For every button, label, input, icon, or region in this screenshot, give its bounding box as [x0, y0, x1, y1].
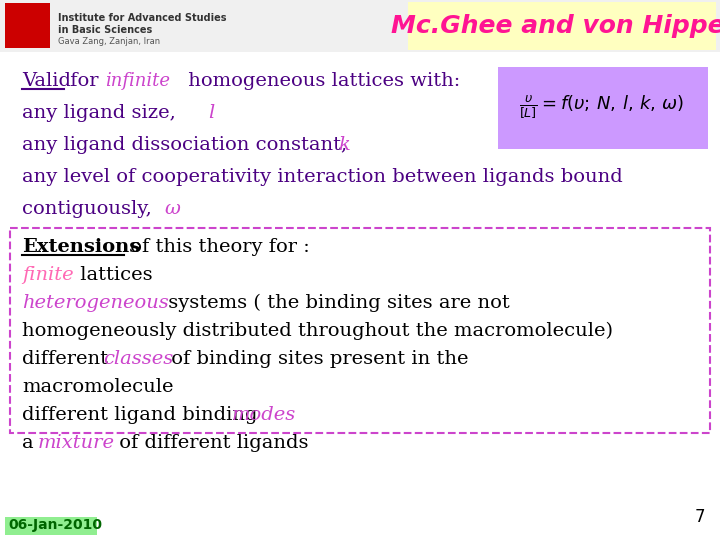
Text: $\frac{\upsilon}{[L]} = f(\upsilon;\, N,\, l,\, k,\, \omega)$: $\frac{\upsilon}{[L]} = f(\upsilon;\, N,…: [519, 94, 685, 120]
Text: Institute for Advanced Studies: Institute for Advanced Studies: [58, 13, 227, 23]
Text: finite: finite: [22, 266, 73, 284]
Bar: [0, 0, 720, 52]
Text: homogeneous lattices with:: homogeneous lattices with:: [182, 72, 460, 90]
Text: 06-Jan-2010: 06-Jan-2010: [8, 518, 102, 532]
Text: homogeneously distributed throughout the macromolecule): homogeneously distributed throughout the…: [22, 322, 613, 340]
Text: of binding sites present in the: of binding sites present in the: [165, 350, 469, 368]
Text: different: different: [22, 350, 114, 368]
Text: in Basic Sciences: in Basic Sciences: [58, 25, 152, 35]
Text: Extensions: Extensions: [22, 238, 140, 256]
Text: any level of cooperativity interaction between ligands bound: any level of cooperativity interaction b…: [22, 168, 623, 186]
Text: heterogeneous: heterogeneous: [22, 294, 168, 312]
Text: Mc.Ghee and von Hippel: Mc.Ghee and von Hippel: [391, 14, 720, 38]
Text: Gava Zang, Zanjan, Iran: Gava Zang, Zanjan, Iran: [58, 37, 160, 46]
Text: k: k: [338, 136, 350, 154]
Bar: [5, 517, 97, 535]
Text: Valid: Valid: [22, 72, 71, 90]
Text: l: l: [208, 104, 215, 122]
Bar: [5, 3, 50, 48]
Text: a: a: [22, 434, 40, 452]
Text: contiguously,: contiguously,: [22, 200, 152, 218]
Bar: [408, 2, 716, 50]
Text: for: for: [64, 72, 104, 90]
Text: mixture: mixture: [38, 434, 115, 452]
Text: any ligand size,: any ligand size,: [22, 104, 182, 122]
Text: systems ( the binding sites are not: systems ( the binding sites are not: [162, 294, 510, 312]
Text: infinite: infinite: [105, 72, 170, 90]
Text: of different ligands: of different ligands: [113, 434, 308, 452]
Text: classes: classes: [103, 350, 174, 368]
Text: modes: modes: [232, 406, 296, 424]
Text: 7: 7: [695, 508, 706, 526]
Text: ω: ω: [164, 200, 180, 218]
Bar: [10, 228, 710, 433]
Text: macromolecule: macromolecule: [22, 378, 174, 396]
Text: lattices: lattices: [74, 266, 153, 284]
Bar: [498, 67, 708, 149]
Text: different ligand binding: different ligand binding: [22, 406, 264, 424]
Text: of this theory for :: of this theory for :: [124, 238, 310, 256]
Text: any ligand dissociation constant,: any ligand dissociation constant,: [22, 136, 354, 154]
